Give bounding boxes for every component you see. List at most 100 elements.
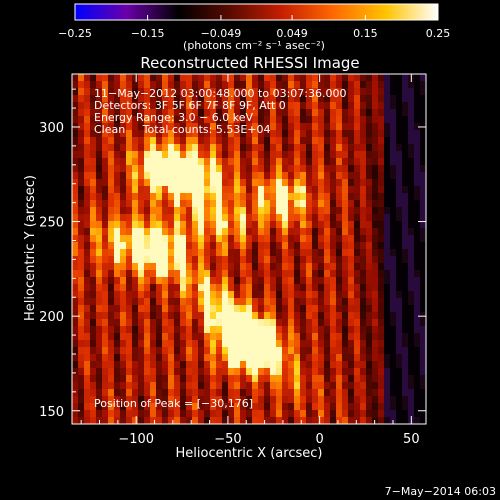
heatmap-cell: [138, 291, 145, 299]
heatmap-cell: [204, 123, 211, 131]
heatmap-cell: [138, 340, 145, 348]
heatmap-cell: [294, 354, 301, 362]
heatmap-cell: [174, 333, 181, 341]
heatmap-cell: [318, 249, 325, 257]
heatmap-cell: [78, 228, 85, 236]
heatmap-cell: [306, 375, 313, 383]
heatmap-cell: [150, 361, 157, 369]
heatmap-cell: [96, 102, 103, 110]
heatmap-cell: [84, 263, 91, 271]
heatmap-cell: [108, 396, 115, 404]
heatmap-cell: [246, 333, 253, 341]
heatmap-cell: [180, 389, 187, 397]
heatmap-cell: [384, 137, 391, 145]
heatmap-cell: [306, 249, 313, 257]
heatmap-cell: [180, 221, 187, 229]
heatmap-cell: [240, 74, 247, 82]
heatmap-cell: [324, 193, 331, 201]
heatmap-cell: [360, 151, 367, 159]
heatmap-cell: [300, 361, 307, 369]
heatmap-cell: [144, 109, 151, 117]
heatmap-cell: [114, 207, 121, 215]
heatmap-cell: [228, 165, 235, 173]
heatmap-cell: [108, 277, 115, 285]
heatmap-cell: [216, 410, 223, 418]
heatmap-cell: [396, 144, 403, 152]
heatmap-cell: [420, 95, 426, 103]
heatmap-cell: [360, 221, 367, 229]
heatmap-cell: [156, 298, 163, 306]
heatmap-cell: [120, 410, 127, 418]
heatmap-cell: [162, 144, 169, 152]
heatmap-cell: [144, 193, 151, 201]
heatmap-cell: [288, 340, 295, 348]
heatmap-cell: [354, 256, 361, 264]
heatmap-cell: [156, 354, 163, 362]
heatmap-cell: [252, 326, 259, 334]
heatmap-cell: [360, 305, 367, 313]
heatmap-cell: [72, 284, 79, 292]
heatmap-cell: [168, 277, 175, 285]
heatmap-cell: [192, 368, 199, 376]
heatmap-cell: [114, 319, 121, 327]
heatmap-cell: [420, 319, 426, 327]
heatmap-cell: [222, 88, 229, 96]
heatmap-cell: [300, 179, 307, 187]
heatmap-cell: [162, 109, 169, 117]
heatmap-cell: [162, 74, 169, 82]
heatmap-cell: [288, 270, 295, 278]
heatmap-cell: [366, 116, 373, 124]
heatmap-cell: [408, 410, 415, 418]
heatmap-cell: [252, 158, 259, 166]
heatmap-cell: [324, 207, 331, 215]
heatmap-cell: [222, 361, 229, 369]
heatmap-cell: [252, 95, 259, 103]
heatmap-cell: [342, 200, 349, 208]
heatmap-cell: [270, 81, 277, 89]
heatmap-cell: [168, 186, 175, 194]
heatmap-cell: [144, 123, 151, 131]
heatmap-cell: [84, 403, 91, 411]
heatmap-cell: [222, 291, 229, 299]
heatmap-cell: [138, 326, 145, 334]
heatmap-cell: [300, 81, 307, 89]
heatmap-cell: [78, 375, 85, 383]
heatmap-cell: [108, 88, 115, 96]
heatmap-cell: [72, 375, 79, 383]
heatmap-cell: [234, 368, 241, 376]
heatmap-cell: [414, 368, 421, 376]
chart-title: Reconstructed RHESSI Image: [140, 54, 359, 72]
heatmap-cell: [378, 396, 385, 404]
heatmap-cell: [336, 417, 343, 424]
heatmap-cell: [414, 256, 421, 264]
heatmap-cell: [378, 228, 385, 236]
heatmap-cell: [342, 158, 349, 166]
heatmap-cell: [390, 291, 397, 299]
heatmap-cell: [282, 95, 289, 103]
heatmap-cell: [324, 165, 331, 173]
heatmap-cell: [246, 214, 253, 222]
heatmap-cell: [174, 375, 181, 383]
heatmap-cell: [210, 88, 217, 96]
heatmap-cell: [120, 144, 127, 152]
heatmap-cell: [288, 312, 295, 320]
heatmap-cell: [348, 312, 355, 320]
heatmap-cell: [252, 368, 259, 376]
heatmap-cell: [150, 340, 157, 348]
heatmap-cell: [234, 242, 241, 250]
heatmap-cell: [210, 270, 217, 278]
heatmap-cell: [408, 200, 415, 208]
heatmap-cell: [252, 214, 259, 222]
heatmap-cell: [240, 389, 247, 397]
heatmap-cell: [216, 389, 223, 397]
heatmap-cell: [186, 382, 193, 390]
heatmap-cell: [276, 284, 283, 292]
heatmap-cell: [126, 214, 133, 222]
heatmap-cell: [144, 207, 151, 215]
heatmap-cell: [204, 284, 211, 292]
heatmap-cell: [192, 375, 199, 383]
heatmap-cell: [288, 347, 295, 355]
heatmap-cell: [330, 291, 337, 299]
heatmap-cell: [144, 340, 151, 348]
heatmap-cell: [288, 403, 295, 411]
